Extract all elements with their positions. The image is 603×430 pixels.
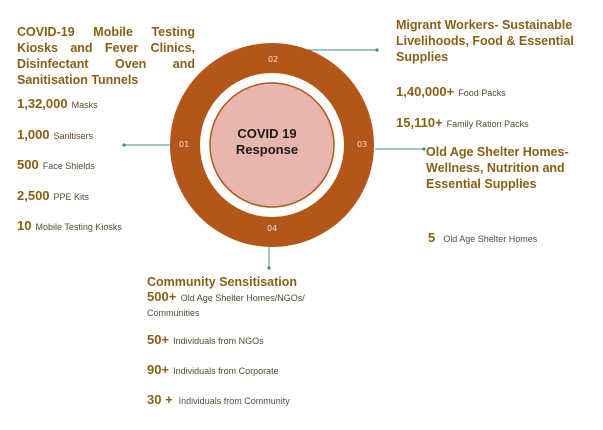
left-item: 1,32,000 Masks <box>17 95 98 113</box>
bottom-heading: Community Sensitisation <box>147 275 298 289</box>
left-item-num: 10 <box>17 218 32 233</box>
top-right-item-label: Family Ration Packs <box>446 119 529 129</box>
center-title-line2: Response <box>235 142 299 157</box>
top-right-item: 15,110+ Family Ration Packs <box>396 114 529 132</box>
center-title: COVID 19 Response <box>212 126 322 158</box>
left-item-num: 500 <box>17 157 39 172</box>
left-item-num: 2,500 <box>17 188 50 203</box>
ring-label-02: 02 <box>268 55 279 64</box>
left-item-label: Face Shields <box>42 161 95 171</box>
bottom-item: 90+ Individuals from Corporate <box>147 361 279 379</box>
top-right-item-num: 15,110+ <box>396 115 443 130</box>
right-item-label: Old Age Shelter Homes <box>443 234 538 244</box>
top-right-item-label: Food Packs <box>458 88 506 98</box>
bottom-item: 50+ Individuals from NGOs <box>147 331 264 349</box>
bottom-item-label: Individuals from NGOs <box>173 336 264 346</box>
inner-circle <box>209 82 335 208</box>
left-item-num: 1,32,000 <box>17 96 68 111</box>
right-item: 5 Old Age Shelter Homes <box>428 229 537 247</box>
bottom-item-label: Individuals from Corporate <box>173 366 279 376</box>
bottom-item-label: Individuals from Community <box>178 396 290 406</box>
bottom-item: 30 + Individuals from Community <box>147 391 290 409</box>
bottom-item: 500+ Old Age Shelter Homes/NGOs/ Communi… <box>147 290 337 320</box>
bottom-item-num: 90+ <box>147 362 170 377</box>
ring-label-04: 04 <box>267 224 278 233</box>
top-right-item-num: 1,40,000+ <box>396 84 455 99</box>
center-title-line1: COVID 19 <box>237 126 297 141</box>
connector-left-dot <box>122 143 126 147</box>
left-item-label: PPE Kits <box>53 192 90 202</box>
bottom-item-num: 30 + <box>147 392 173 407</box>
right-item-num: 5 <box>428 230 436 245</box>
left-item: 1,000 Sanitisers <box>17 126 93 144</box>
bottom-item-num: 50+ <box>147 332 170 347</box>
bottom-item-num: 500+ <box>147 289 177 304</box>
left-item-label: Masks <box>71 100 98 110</box>
left-item: 500 Face Shields <box>17 156 95 174</box>
top-right-heading: Migrant Workers- Sustainable Livelihoods… <box>396 18 574 64</box>
left-item-label: Mobile Testing Kiosks <box>35 222 122 232</box>
left-item: 10 Mobile Testing Kiosks <box>17 217 122 235</box>
ring-label-03: 03 <box>357 140 368 149</box>
bottom-item-label: Old Age Shelter Homes/NGOs/ Communities <box>147 293 305 318</box>
right-heading: Old Age Shelter Homes-Wellness, Nutritio… <box>426 145 569 191</box>
connector-right-dot <box>422 147 426 151</box>
left-item: 2,500 PPE Kits <box>17 187 89 205</box>
top-right-item: 1,40,000+ Food Packs <box>396 83 506 101</box>
connector-top-dot <box>375 48 379 52</box>
connector-bottom-dot <box>267 266 271 270</box>
ring-label-01: 01 <box>179 140 190 149</box>
left-item-label: Sanitisers <box>53 131 94 141</box>
left-heading: COVID-19 Mobile Testing Kiosks and Fever… <box>17 25 195 87</box>
left-item-num: 1,000 <box>17 127 50 142</box>
